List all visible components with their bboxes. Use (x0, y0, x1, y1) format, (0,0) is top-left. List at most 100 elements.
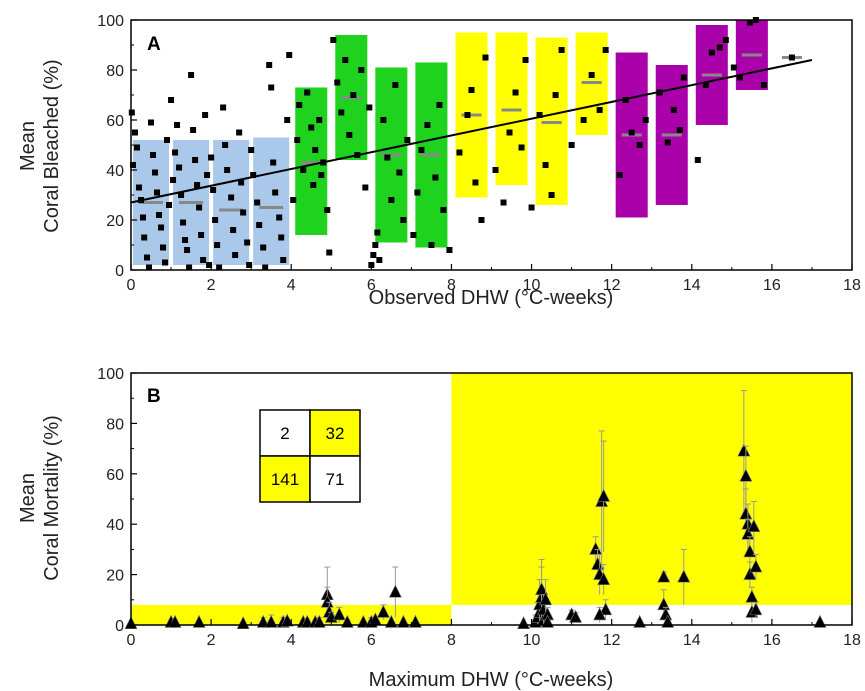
contingency-cell (259, 455, 311, 503)
panel-a-y-title-line2: Coral Bleached (%) (41, 59, 63, 232)
data-point (228, 194, 235, 201)
data-point (284, 117, 291, 123)
data-point (138, 197, 145, 203)
data-point (156, 212, 163, 218)
data-point-triangle (747, 519, 761, 533)
data-point-triangle (657, 597, 671, 611)
data-point-triangle (589, 541, 603, 555)
data-point-triangle (280, 613, 294, 627)
panel-a-letter: A (147, 34, 161, 55)
data-point (308, 124, 315, 131)
data-point (730, 64, 737, 71)
data-point (184, 247, 191, 253)
x-tick-label: 2 (207, 632, 216, 649)
data-point (392, 82, 399, 88)
data-point-triangle (388, 584, 402, 598)
data-point (236, 129, 243, 136)
data-point (182, 237, 189, 243)
data-point (198, 232, 205, 238)
data-point-triangle (599, 602, 613, 616)
data-point (296, 102, 303, 108)
data-point (432, 174, 439, 181)
data-point (376, 257, 383, 263)
panel-a-trend-line (130, 59, 813, 204)
data-point (158, 224, 165, 231)
data-point (346, 132, 353, 138)
data-point-triangle (749, 602, 763, 616)
y-tick-label: 20 (106, 568, 124, 585)
data-point (760, 82, 767, 88)
panel-a-points (128, 17, 795, 271)
data-point (702, 82, 709, 88)
data-point (468, 87, 475, 93)
data-point (384, 154, 391, 161)
contingency-cell (309, 409, 361, 457)
contingency-table: 2 32 141 71 (259, 409, 361, 503)
data-point-triangle (657, 569, 671, 583)
data-point (206, 262, 213, 268)
panel-a-y-ticks: 0 20 40 60 80 100 (97, 13, 137, 280)
data-point (154, 189, 161, 196)
data-point (596, 107, 603, 113)
data-point (708, 49, 715, 56)
x-tick-label: 16 (763, 632, 781, 649)
data-point (178, 192, 185, 198)
data-point (580, 117, 587, 123)
data-point (246, 262, 253, 268)
data-point (164, 137, 171, 143)
panel-b-y-ticks: 0 20 40 60 80 100 (97, 366, 137, 635)
x-tick-label: 18 (843, 277, 861, 294)
contingency-cell (259, 409, 311, 457)
data-point (656, 89, 663, 96)
data-point (330, 37, 337, 43)
data-point (680, 74, 687, 81)
data-point (202, 112, 209, 118)
y-tick-label: 80 (106, 416, 124, 433)
panel-b-y-title-line1: Mean (17, 473, 39, 523)
y-tick-label: 60 (106, 467, 124, 484)
data-point (128, 109, 135, 116)
data-point (266, 62, 273, 68)
data-point (788, 54, 795, 61)
data-point-triangle (332, 607, 346, 621)
data-point (268, 84, 275, 91)
x-tick-label: 0 (127, 632, 136, 649)
data-point (278, 234, 285, 241)
data-point (342, 57, 349, 63)
data-point (362, 184, 369, 191)
data-point-triangle (591, 556, 605, 570)
data-point (622, 97, 629, 103)
data-point (244, 239, 251, 246)
data-point (522, 57, 529, 63)
data-point (162, 259, 169, 266)
data-point (318, 172, 325, 178)
data-point (130, 162, 137, 168)
data-point (500, 199, 507, 206)
x-tick-label: 0 (127, 277, 136, 294)
y-tick-label: 80 (106, 63, 124, 80)
contingency-cell (309, 455, 361, 503)
data-point-triangle (739, 468, 753, 482)
data-point-triangle (593, 607, 607, 621)
data-point (350, 92, 357, 98)
data-point (208, 154, 215, 161)
data-point (320, 159, 327, 166)
data-point (324, 207, 331, 213)
data-point (446, 247, 453, 253)
data-point (238, 179, 245, 186)
x-tick-label: 10 (523, 632, 541, 649)
data-point (518, 144, 525, 151)
data-point (536, 112, 543, 118)
data-point (180, 219, 187, 226)
data-point (270, 159, 277, 166)
data-point (456, 149, 463, 156)
data-point (224, 167, 231, 173)
data-point (312, 147, 319, 153)
data-point (642, 117, 649, 123)
contingency-cell-value: 2 (280, 424, 289, 443)
data-point (196, 204, 203, 211)
x-tick-label: 4 (287, 632, 296, 649)
data-point (260, 244, 267, 251)
data-point (286, 52, 293, 58)
x-tick-label: 4 (287, 277, 296, 294)
